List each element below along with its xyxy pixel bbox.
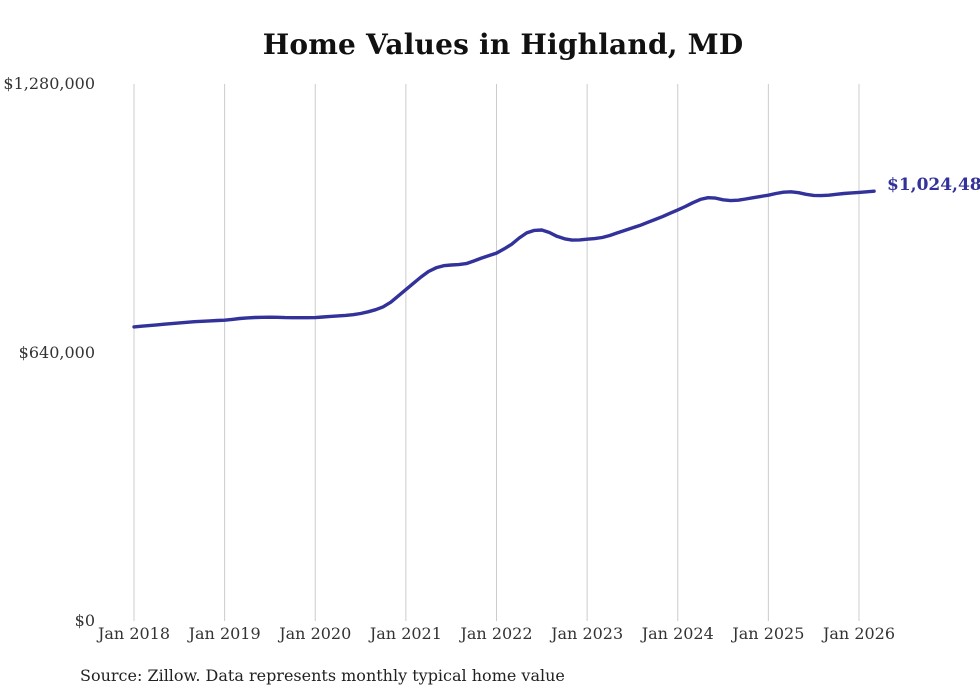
y-tick-label: $0 (74, 611, 95, 630)
chart-title: Home Values in Highland, MD (262, 28, 744, 61)
y-tick-label: $640,000 (18, 342, 95, 362)
source-note: Source: Zillow. Data represents monthly … (80, 666, 565, 685)
x-tick-label: Jan 2026 (822, 624, 896, 643)
latest-value-label: $1,024,488 (887, 175, 980, 195)
x-tick-label: Jan 2018 (97, 624, 171, 643)
y-tick-label: $1,280,000 (3, 74, 95, 93)
home-value-line (132, 189, 876, 329)
x-tick-label: Jan 2024 (641, 624, 714, 643)
x-tick-label: Jan 2023 (551, 624, 624, 643)
x-tick-label: Jan 2019 (188, 624, 261, 643)
x-tick-label: Jan 2020 (279, 624, 352, 643)
x-tick-label: Jan 2021 (369, 624, 442, 643)
x-tick-label: Jan 2025 (732, 624, 805, 643)
x-tick-label: Jan 2022 (460, 624, 533, 643)
gridlines (133, 84, 860, 621)
